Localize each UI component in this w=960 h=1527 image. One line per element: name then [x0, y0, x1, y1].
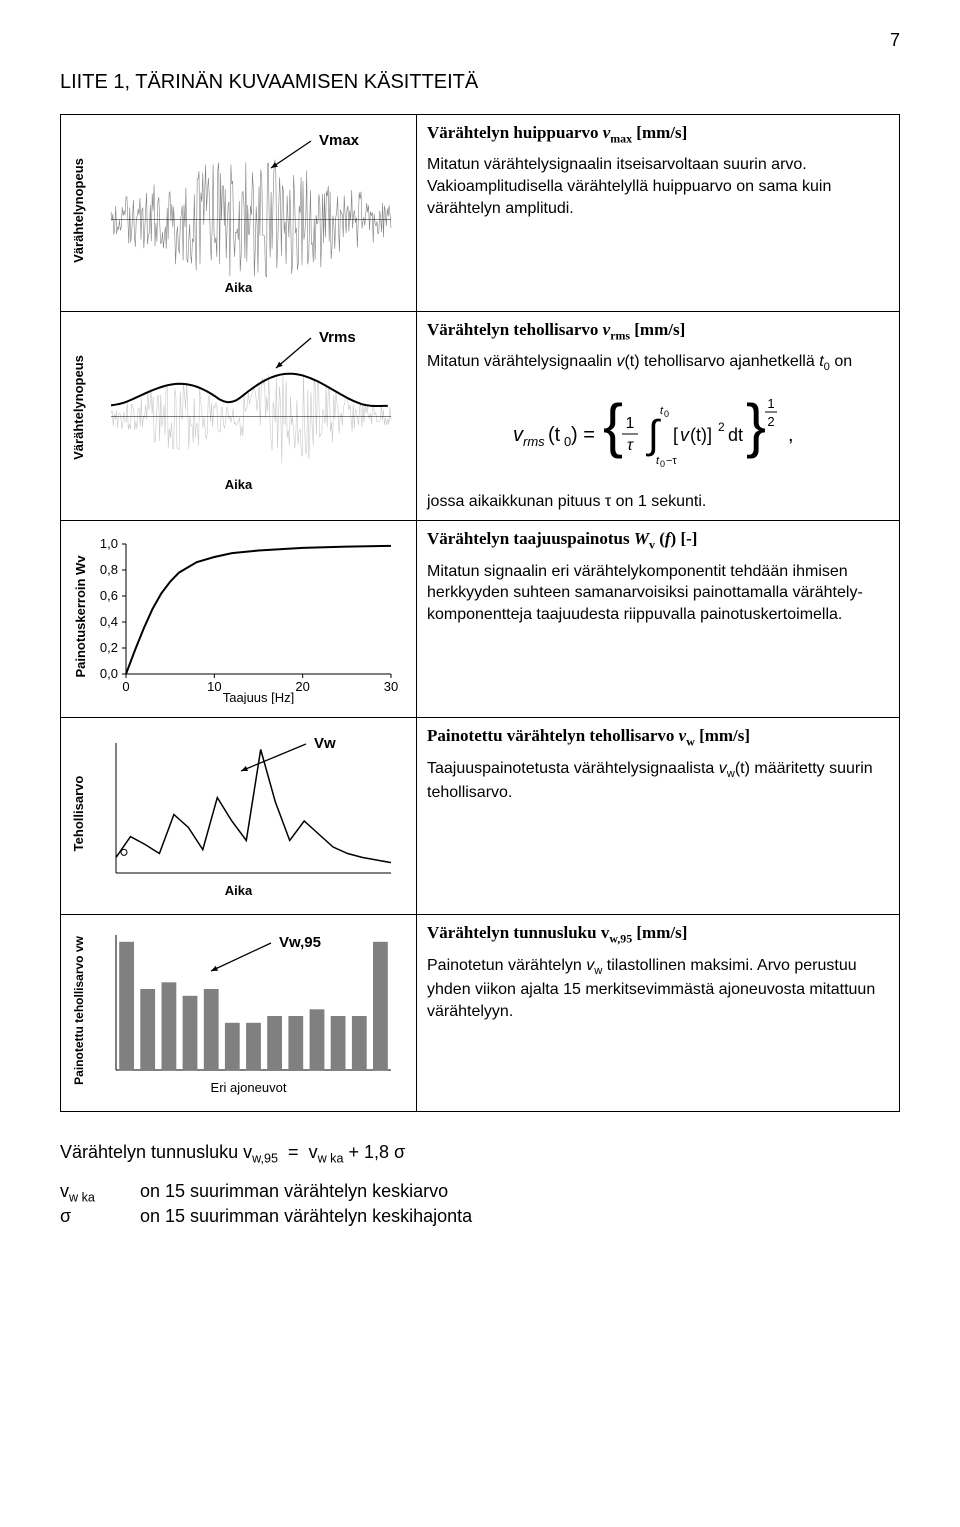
- svg-text:Eri ajoneuvot: Eri ajoneuvot: [211, 1080, 287, 1095]
- concept-chart-cell: Värähtelynopeus Vrms Aika: [61, 312, 417, 521]
- svg-text:0,6: 0,6: [100, 588, 118, 603]
- svg-text:Vrms: Vrms: [319, 329, 356, 346]
- concept-chart-cell: Tehollisarvo Vw Aika: [61, 718, 417, 915]
- svg-text:Aika: Aika: [225, 280, 253, 295]
- concept-desc-cell: Värähtelyn tunnusluku vw,95 [mm/s] Painot…: [417, 915, 900, 1112]
- svg-text:−τ: −τ: [666, 455, 677, 467]
- svg-text:20: 20: [295, 679, 309, 694]
- concept-chart-cell: Painotettu tehollisarvo vw Vw,95 Eri ajone…: [61, 915, 417, 1112]
- svg-text:τ: τ: [627, 437, 634, 454]
- svg-text:Painotettu tehollisarvo vw: Painotettu tehollisarvo vw: [72, 936, 86, 1085]
- svg-text:Aika: Aika: [225, 477, 253, 492]
- concept-title: Värähtelyn taajuuspainotus Wv (f) [-]: [427, 529, 889, 552]
- concept-body: Mitatun värähtelysignaalin itseisarvolta…: [427, 154, 889, 219]
- svg-text:dt: dt: [728, 425, 743, 445]
- concept-chart-cell: 0,0 0,2 0,4 0,6 0,8 1,0 0 10 20 30 Painotuskerroin…: [61, 521, 417, 718]
- svg-text:0,4: 0,4: [100, 614, 118, 629]
- svg-text:10: 10: [207, 679, 221, 694]
- svg-text:1,0: 1,0: [100, 536, 118, 551]
- svg-text:30: 30: [384, 679, 398, 694]
- svg-text:2: 2: [767, 414, 774, 429]
- svg-text:0,2: 0,2: [100, 640, 118, 655]
- footer-symbol: σ: [60, 1206, 140, 1227]
- concept-body: Painotetun värähtelyn vw tilastollinen m…: [427, 955, 889, 1022]
- svg-text:Vmax: Vmax: [319, 132, 360, 149]
- svg-text:}: }: [746, 392, 766, 459]
- svg-text:Vw: Vw: [314, 735, 336, 752]
- concept-desc-cell: Värähtelyn tehollisarvo vrms [mm/s] Mitat…: [417, 312, 900, 521]
- svg-text:(t)]: (t)]: [690, 425, 712, 445]
- footer-text: on 15 suurimman värähtelyn keskihajonta: [140, 1206, 900, 1227]
- svg-text:∫: ∫: [646, 413, 662, 457]
- svg-text:rms: rms: [523, 434, 545, 449]
- concept-chart-cell: Värähtelynopeus Vmax Aika: [61, 115, 417, 312]
- svg-text:Aika: Aika: [225, 883, 253, 898]
- svg-text:[: [: [673, 425, 678, 445]
- svg-text:0: 0: [122, 679, 129, 694]
- svg-text:Painotuskerroin Wv: Painotuskerroin Wv: [73, 555, 88, 678]
- concept-row: 0,0 0,2 0,4 0,6 0,8 1,0 0 10 20 30 Painotuskerroin…: [61, 521, 900, 718]
- concept-title: Värähtelyn tehollisarvo vrms [mm/s]: [427, 320, 889, 343]
- svg-text:Tehollisarvo: Tehollisarvo: [71, 776, 86, 852]
- svg-text:Vw,95: Vw,95: [279, 934, 321, 951]
- svg-text:Taajuus [Hz]: Taajuus [Hz]: [223, 690, 295, 704]
- svg-text:1: 1: [767, 396, 774, 411]
- concept-title: Painotettu värähtelyn tehollisarvo vw [m…: [427, 726, 889, 749]
- svg-text:Värähtelynopeus: Värähtelynopeus: [71, 355, 86, 460]
- page-number: 7: [60, 30, 900, 51]
- document-title: LIITE 1, TÄRINÄN KUVAAMISEN KÄSITTEITÄ: [60, 71, 900, 94]
- concept-body: Taajuuspainotetusta värähtelysignaalista…: [427, 758, 889, 804]
- svg-text:Värähtelynopeus: Värähtelynopeus: [71, 158, 86, 263]
- footer-definitions: vw kaon 15 suurimman värähtelyn keskiarv…: [60, 1181, 900, 1228]
- concept-body: Mitatun signaalin eri värähtelykomponent…: [427, 561, 889, 626]
- concepts-table: Värähtelynopeus Vmax Aika Värähtelyn huippu…: [60, 114, 900, 1112]
- svg-text:,: ,: [788, 424, 794, 446]
- svg-text:0: 0: [660, 459, 665, 469]
- svg-text:v: v: [680, 425, 690, 445]
- concept-desc-cell: Painotettu värähtelyn tehollisarvo vw [m…: [417, 718, 900, 915]
- footer-formula: Värähtelyn tunnusluku vw,95 = vw ka + 1,…: [60, 1142, 900, 1166]
- svg-text:(t: (t: [548, 424, 561, 446]
- svg-text:0: 0: [664, 409, 669, 419]
- concept-row: Painotettu tehollisarvo vw Vw,95 Eri ajone…: [61, 915, 900, 1112]
- svg-text:{: {: [603, 392, 623, 459]
- concept-title: Värähtelyn huippuarvo vmax [mm/s]: [427, 123, 889, 146]
- concept-desc-cell: Värähtelyn huippuarvo vmax [mm/s] Mitatun…: [417, 115, 900, 312]
- concept-body: Mitatun värähtelysignaalin v(t) tehollis…: [427, 351, 889, 375]
- footer-block: Värähtelyn tunnusluku vw,95 = vw ka + 1,…: [60, 1142, 900, 1227]
- concept-row: Värähtelynopeus Vmax Aika Värähtelyn huippu…: [61, 115, 900, 312]
- svg-text:2: 2: [718, 420, 725, 434]
- concept-title: Värähtelyn tunnusluku vw,95 [mm/s]: [427, 923, 889, 946]
- concept-row: Värähtelynopeus Vrms Aika Värähtelyn teholl…: [61, 312, 900, 521]
- concept-row: Tehollisarvo Vw Aika Painotettu värähtelyn …: [61, 718, 900, 915]
- svg-text:1: 1: [626, 415, 635, 432]
- concept-desc-cell: Värähtelyn taajuuspainotus Wv (f) [-] Mit…: [417, 521, 900, 718]
- svg-text:0,0: 0,0: [100, 666, 118, 681]
- concept-body-post: jossa aikaikkunan pituus τ on 1 sekunti.: [427, 491, 889, 513]
- rms-formula: vrms(t0) ={1τ∫t0t0−τ[v(t)]2dt}12,: [427, 386, 889, 481]
- svg-text:) =: ) =: [571, 424, 595, 446]
- svg-text:0,8: 0,8: [100, 562, 118, 577]
- footer-text: on 15 suurimman värähtelyn keskiarvo: [140, 1181, 900, 1205]
- footer-symbol: vw ka: [60, 1181, 140, 1205]
